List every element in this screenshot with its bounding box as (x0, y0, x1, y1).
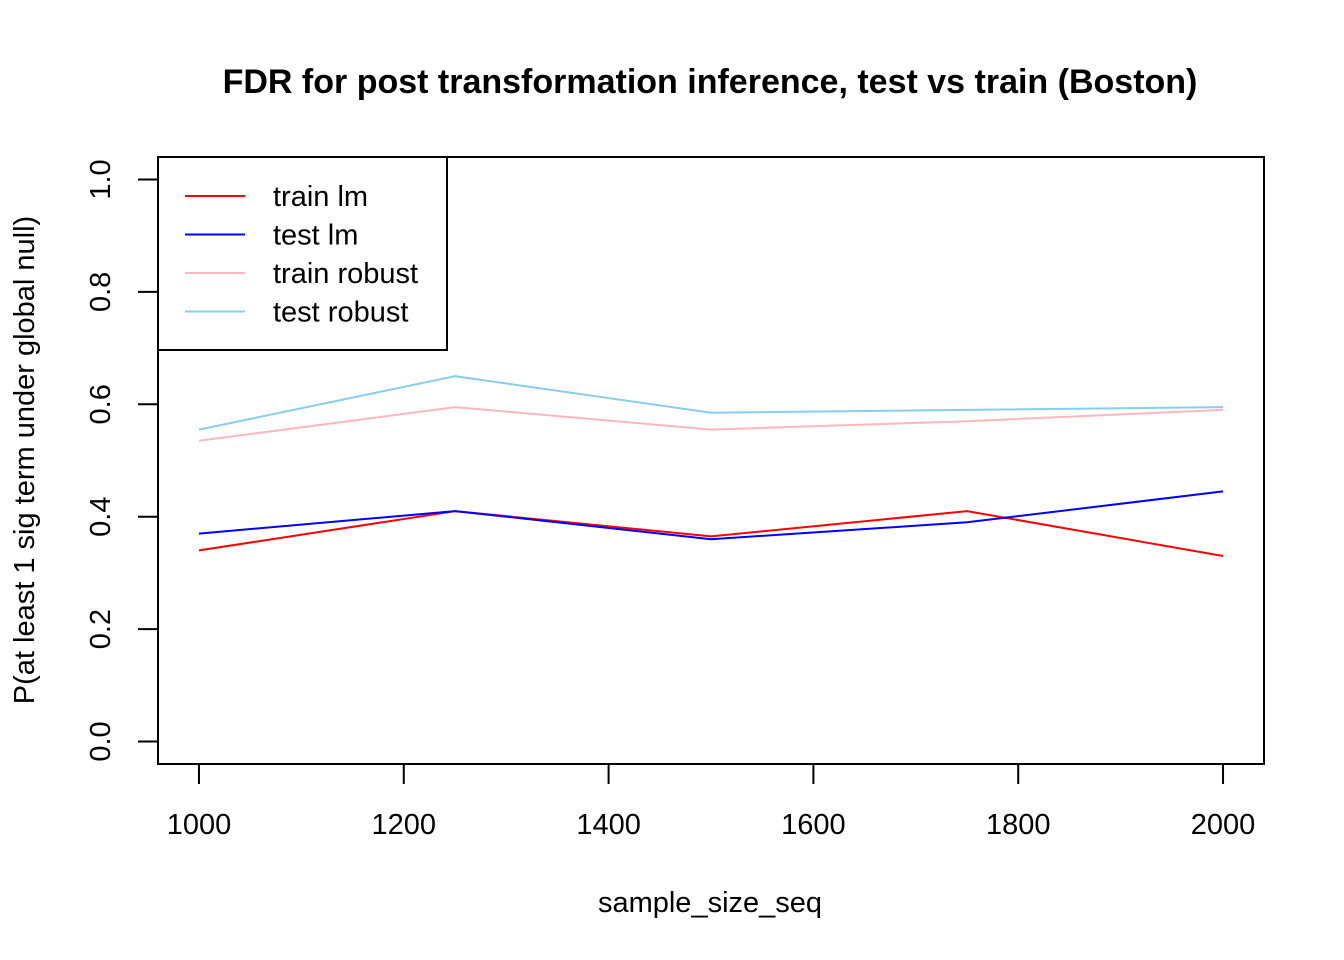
x-axis: 1000 1200 1400 1600 1800 2000 (167, 763, 1256, 841)
y-tick-label: 0.0 (85, 721, 117, 761)
y-axis-label: P(at least 1 sig term under global null) (9, 216, 41, 704)
y-tick-label: 0.4 (85, 497, 117, 537)
x-tick-label: 1400 (576, 809, 641, 841)
series-line-train-robust (198, 406, 1224, 442)
x-tick-label: 1200 (372, 809, 437, 841)
legend-label: train robust (273, 258, 418, 290)
legend-label: test lm (273, 220, 358, 252)
series-layer (198, 375, 1224, 557)
chart-title: FDR for post transformation inference, t… (223, 63, 1198, 101)
y-axis: 0.0 0.2 0.4 0.6 0.8 1.0 (85, 159, 159, 762)
x-tick-label: 1000 (167, 809, 232, 841)
x-axis-label: sample_size_seq (598, 887, 822, 919)
series-line-test-robust (198, 375, 1224, 431)
legend-box (157, 156, 448, 351)
series-line-train-lm (198, 510, 1224, 557)
series-line-test-lm (198, 490, 1224, 541)
legend: train lm test lm train robust test robust (157, 156, 448, 351)
x-tick-label: 1800 (986, 809, 1051, 841)
y-tick-label: 0.6 (85, 384, 117, 424)
legend-label: test robust (273, 297, 408, 329)
x-tick-label: 1600 (781, 809, 846, 841)
x-tick-label: 2000 (1191, 809, 1256, 841)
legend-label: train lm (273, 181, 368, 213)
y-tick-label: 1.0 (85, 159, 117, 199)
y-tick-label: 0.8 (85, 272, 117, 312)
y-tick-label: 0.2 (85, 609, 117, 649)
